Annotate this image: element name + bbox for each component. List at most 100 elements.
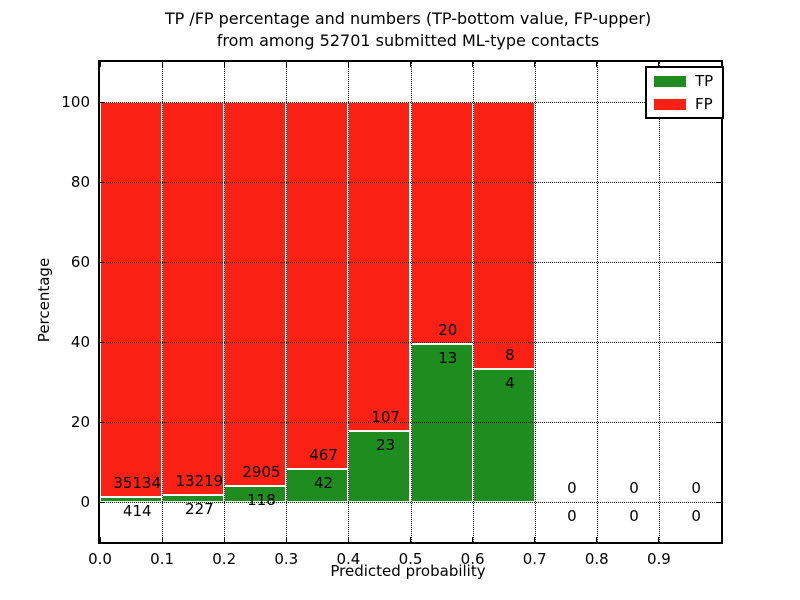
x-tick-mark <box>285 537 287 542</box>
x-tick-mark-top <box>410 62 411 67</box>
y-tick-mark-right <box>716 341 721 343</box>
x-tick-mark-top <box>658 62 660 67</box>
x-gridline <box>162 62 164 542</box>
chart-title-line2: from among 52701 submitted ML-type conta… <box>216 31 600 50</box>
plot-area: 35134 414 13219 227 2905 118 467 42 107 23 20 13 8 4 0… <box>61 60 723 568</box>
bar-label-tp: 0 <box>629 507 639 525</box>
bar-label-tp: 227 <box>185 500 214 519</box>
legend-label-fp: FP <box>695 95 713 113</box>
bar-tp <box>286 469 349 502</box>
x-tick-mark <box>161 537 163 542</box>
bar-label-tp: 0 <box>567 507 577 525</box>
x-gridline <box>534 62 536 542</box>
x-tick-label: 0.7 <box>522 550 547 568</box>
y-gridline <box>100 102 721 103</box>
x-axis-label: Predicted probability <box>330 562 486 580</box>
legend-label-tp: TP <box>695 72 714 90</box>
y-tick-label: 100 <box>61 93 90 111</box>
y-tick-mark-right <box>716 501 721 503</box>
y-tick-label: 20 <box>70 413 90 431</box>
bar-fp <box>348 102 411 432</box>
x-tick-mark-top <box>223 62 225 67</box>
x-tick-mark-top <box>534 62 536 67</box>
chart-title-line1: TP /FP percentage and numbers (TP-bottom… <box>164 9 652 28</box>
y-tick-mark <box>100 261 105 263</box>
x-gridline <box>410 62 412 542</box>
legend-row: TP <box>654 73 713 89</box>
y-tick-label: 60 <box>70 253 90 271</box>
x-tick-mark <box>658 537 660 542</box>
x-gridline <box>472 62 474 542</box>
bar-label-fp: 0 <box>629 479 639 497</box>
x-tick-label: 0.4 <box>336 550 361 568</box>
y-tick-mark-right <box>716 421 721 423</box>
bar-label-tp: 4 <box>505 373 515 392</box>
x-tick-mark-top <box>161 62 163 67</box>
y-gridline <box>100 422 721 423</box>
y-tick-mark <box>100 181 105 183</box>
x-tick-label: 0.1 <box>150 550 175 568</box>
bar-fp <box>100 102 163 498</box>
y-axis-label: Percentage <box>35 257 53 343</box>
x-gridline <box>348 62 350 542</box>
x-tick-mark <box>410 537 411 542</box>
y-gridline <box>100 262 721 263</box>
x-gridline <box>596 62 598 542</box>
y-tick-label: 0 <box>80 493 90 511</box>
y-tick-mark <box>100 501 105 503</box>
y-tick-label: 80 <box>70 173 90 191</box>
y-tick-mark <box>100 421 105 423</box>
bar-label-tp: 414 <box>122 502 152 521</box>
bar-label-fp: 35134 <box>113 474 162 493</box>
x-gridline <box>658 62 660 542</box>
x-tick-label: 0.8 <box>584 550 609 568</box>
x-tick-label: 0.6 <box>460 550 485 568</box>
legend-swatch-tp <box>654 75 686 87</box>
bar-label-tp: 0 <box>691 507 701 525</box>
x-tick-mark <box>534 537 536 542</box>
bar-label-fp: 20 <box>438 321 458 340</box>
bar-label-fp: 107 <box>371 408 400 427</box>
x-tick-label: 0.0 <box>88 550 112 568</box>
bar-fp <box>286 102 349 469</box>
bar-tp <box>348 431 411 502</box>
x-tick-label: 0.5 <box>398 550 423 568</box>
x-tick-label: 0.9 <box>646 550 671 568</box>
bar-label-tp: 42 <box>314 474 334 492</box>
bar-fp <box>472 102 535 369</box>
bar-label-fp: 13219 <box>175 472 224 491</box>
bar-label-tp: 13 <box>438 349 458 368</box>
x-tick-mark <box>99 537 101 542</box>
bar-tp <box>410 344 473 502</box>
bar-label-tp: 118 <box>247 491 276 510</box>
y-tick-label: 40 <box>70 333 90 351</box>
x-tick-mark-top <box>596 62 598 67</box>
chart-title: TP /FP percentage and numbers (TP-bottom… <box>8 8 800 52</box>
y-gridline <box>100 502 721 503</box>
x-tick-mark-top <box>472 62 474 67</box>
x-gridline <box>224 62 226 542</box>
x-gridline <box>286 62 288 542</box>
x-tick-mark <box>347 537 349 542</box>
legend: TP FP <box>645 66 725 119</box>
bar-label-fp: 8 <box>505 345 515 364</box>
x-tick-mark <box>472 537 474 542</box>
bar-label-fp: 467 <box>309 446 338 464</box>
bar-label-fp: 0 <box>567 479 577 497</box>
bar-tp <box>472 368 535 502</box>
x-tick-mark-top <box>285 62 287 67</box>
y-gridline <box>100 342 721 343</box>
y-tick-mark <box>100 101 105 103</box>
x-tick-mark <box>223 537 225 542</box>
bar-fp <box>162 102 225 496</box>
y-gridline <box>100 182 721 183</box>
x-tick-mark <box>596 537 598 542</box>
legend-row: FP <box>654 96 713 112</box>
x-tick-mark-top <box>347 62 349 67</box>
bar-label-tp: 23 <box>376 436 396 455</box>
x-tick-label: 0.2 <box>212 550 237 568</box>
x-tick-label: 0.3 <box>274 550 299 568</box>
legend-swatch-fp <box>654 98 686 110</box>
y-tick-mark <box>100 341 105 343</box>
